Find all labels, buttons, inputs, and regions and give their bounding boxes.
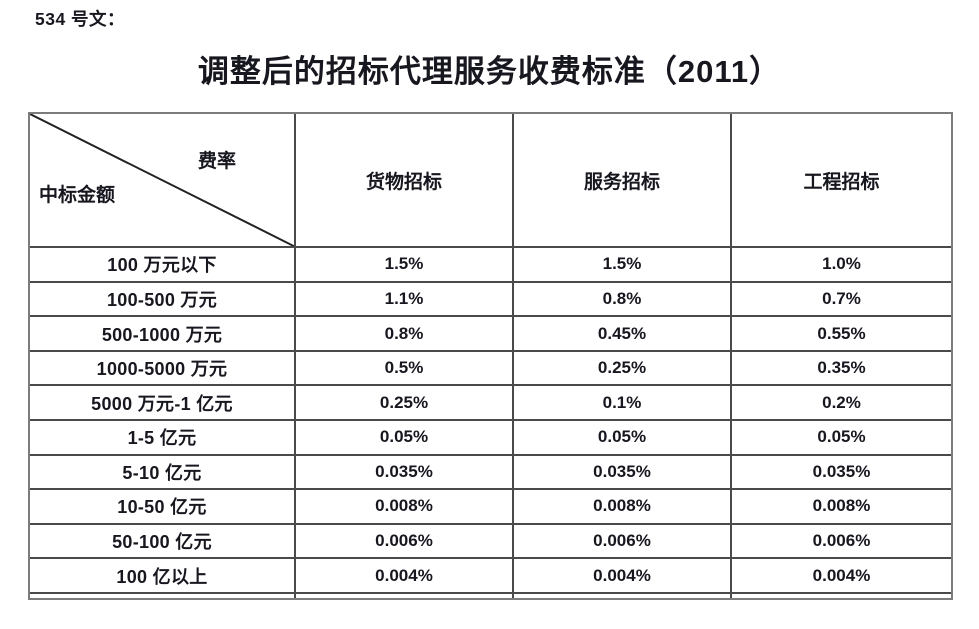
row-label-cell: 500-1000 万元 [29, 315, 296, 352]
rate-cell: 0.035% [294, 453, 514, 491]
rate-cell: 1.5% [512, 246, 732, 283]
rate-cell: 0.035% [512, 453, 732, 491]
rate-cell: 0.004% [730, 557, 952, 594]
fee-table: 费率 中标金额 货物招标 服务招标 工程招标 100 万元以下 1.5% 1.5% 1… [29, 112, 952, 600]
table-header-row: 费率 中标金额 货物招标 服务招标 工程招标 [29, 112, 952, 249]
column-header-engineering-bidding: 工程招标 [730, 112, 952, 249]
table-row: 1-5 亿元 0.05% 0.05% 0.05% [29, 419, 952, 456]
rate-cell: 0.25% [512, 349, 732, 387]
row-label-cell: 100 亿以上 [29, 557, 296, 594]
rate-cell: 0.7% [730, 280, 952, 318]
row-label-cell: 100-500 万元 [29, 280, 296, 318]
rate-cell: 0.035% [730, 453, 952, 491]
fee-table-frame: 费率 中标金额 货物招标 服务招标 工程招标 100 万元以下 1.5% 1.5% 1… [28, 112, 953, 600]
table-row: 50-100 亿元 0.006% 0.006% 0.006% [29, 522, 952, 560]
rate-cell: 1.1% [294, 280, 514, 318]
rate-cell: 0.35% [730, 349, 952, 387]
rate-cell: 0.8% [294, 315, 514, 352]
rate-cell: 0.5% [294, 349, 514, 387]
row-label-cell: 1000-5000 万元 [29, 349, 296, 387]
table-row: 100 万元以下 1.5% 1.5% 1.0% [29, 246, 952, 283]
table-row: 1000-5000 万元 0.5% 0.25% 0.35% [29, 349, 952, 387]
rate-cell: 0.05% [294, 419, 514, 456]
diagonal-corner-cell: 费率 中标金额 [29, 112, 296, 249]
table-row: 10-50 亿元 0.008% 0.008% 0.008% [29, 488, 952, 525]
rate-cell: 0.2% [730, 384, 952, 421]
table-row: 5000 万元-1 亿元 0.25% 0.1% 0.2% [29, 384, 952, 421]
rate-cell: 0.006% [730, 522, 952, 560]
table-row: 500-1000 万元 0.8% 0.45% 0.55% [29, 315, 952, 352]
row-label-cell: 5000 万元-1 亿元 [29, 384, 296, 421]
row-label-cell: 5-10 亿元 [29, 453, 296, 491]
row-label-cell: 100 万元以下 [29, 246, 296, 283]
row-label-cell: 50-100 亿元 [29, 522, 296, 560]
table-row: 100-500 万元 1.1% 0.8% 0.7% [29, 280, 952, 318]
rate-cell: 0.004% [294, 557, 514, 594]
diagonal-divider-line [30, 114, 294, 246]
spacer-cell [512, 591, 732, 600]
table-spacer-row [29, 591, 952, 600]
rate-cell: 0.8% [512, 280, 732, 318]
spacer-cell [730, 591, 952, 600]
table-row: 100 亿以上 0.004% 0.004% 0.004% [29, 557, 952, 594]
rate-cell: 0.05% [730, 419, 952, 456]
rate-cell: 0.45% [512, 315, 732, 352]
rate-cell: 0.55% [730, 315, 952, 352]
column-header-goods-bidding: 货物招标 [294, 112, 514, 249]
rate-cell: 0.05% [512, 419, 732, 456]
rate-cell: 0.008% [294, 488, 514, 525]
page-title: 调整后的招标代理服务收费标准（2011） [197, 54, 782, 89]
corner-label-rate: 费率 [198, 151, 237, 172]
spacer-cell [29, 591, 296, 600]
row-label-cell: 1-5 亿元 [29, 419, 296, 456]
table-row: 5-10 亿元 0.035% 0.035% 0.035% [29, 453, 952, 491]
rate-cell: 0.006% [294, 522, 514, 560]
corner-label-bid-amount: 中标金额 [39, 185, 116, 206]
rate-cell: 1.5% [294, 246, 514, 283]
doc-reference-label: 534 号文： [35, 9, 126, 29]
rate-cell: 0.008% [512, 488, 732, 525]
rate-cell: 0.008% [730, 488, 952, 525]
spacer-cell [294, 591, 514, 600]
column-header-service-bidding: 服务招标 [512, 112, 732, 249]
rate-cell: 0.1% [512, 384, 732, 421]
row-label-cell: 10-50 亿元 [29, 488, 296, 525]
rate-cell: 0.25% [294, 384, 514, 421]
rate-cell: 0.004% [512, 557, 732, 594]
rate-cell: 0.006% [512, 522, 732, 560]
rate-cell: 1.0% [730, 246, 952, 283]
